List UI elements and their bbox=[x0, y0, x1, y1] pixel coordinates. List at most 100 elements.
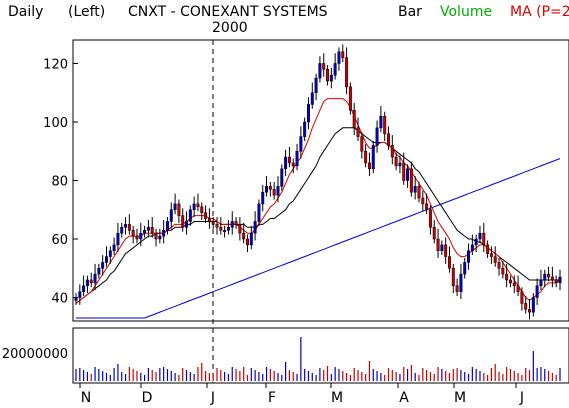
candle-body bbox=[146, 227, 150, 231]
y-tick-label: 40 bbox=[51, 292, 68, 307]
candle-body bbox=[543, 273, 547, 281]
candle-body bbox=[421, 197, 425, 205]
candle-body bbox=[409, 168, 413, 193]
year-marker: 2000 bbox=[212, 20, 248, 36]
x-tick-label: J bbox=[519, 390, 524, 406]
candle-body bbox=[154, 232, 158, 240]
candle-body bbox=[234, 221, 238, 225]
candle-body bbox=[463, 262, 467, 275]
volume-axis: 20000000 bbox=[2, 347, 68, 362]
candle-body bbox=[558, 276, 562, 284]
candle-body bbox=[512, 282, 516, 287]
candle-body bbox=[474, 238, 478, 246]
candle-body bbox=[272, 189, 276, 196]
candle-body bbox=[387, 133, 390, 146]
y-tick-label: 60 bbox=[51, 233, 68, 248]
y-tick-label: 120 bbox=[43, 57, 68, 72]
candle-body bbox=[165, 221, 169, 231]
candle-body bbox=[333, 63, 337, 76]
candle-body bbox=[554, 279, 558, 284]
volume-layer bbox=[75, 337, 561, 381]
candle-body bbox=[291, 162, 295, 167]
candle-body bbox=[211, 221, 215, 225]
x-tick-label: J bbox=[210, 390, 215, 406]
candle-body bbox=[135, 235, 139, 240]
x-tick-label: F bbox=[268, 390, 276, 406]
candle-body bbox=[116, 232, 120, 246]
candle-body bbox=[93, 273, 97, 284]
candle-body bbox=[375, 127, 379, 146]
volume-panel bbox=[72, 327, 569, 384]
candle-body bbox=[219, 227, 223, 231]
scale-label: (Left) bbox=[68, 4, 105, 20]
legend-volume: Volume bbox=[440, 4, 492, 20]
candle-body bbox=[364, 150, 368, 164]
legend-bar: Bar bbox=[398, 4, 422, 20]
x-tick-label: D bbox=[142, 390, 153, 406]
candle-body bbox=[341, 51, 345, 58]
candle-body bbox=[253, 221, 257, 234]
candle-body bbox=[127, 224, 131, 231]
candle-body bbox=[459, 273, 463, 292]
candle-body bbox=[124, 224, 128, 228]
candle-body bbox=[497, 262, 501, 269]
ma-long-line bbox=[76, 158, 561, 319]
candle-body bbox=[493, 256, 497, 263]
candle-body bbox=[417, 186, 421, 199]
candle-body bbox=[143, 229, 147, 234]
x-tick-label: M bbox=[331, 390, 343, 406]
candle-body bbox=[520, 291, 524, 304]
legend-ma: MA (P=2 bbox=[510, 4, 569, 20]
candle-body bbox=[508, 279, 512, 284]
candle-body bbox=[550, 276, 554, 281]
candle-body bbox=[188, 209, 192, 222]
candle-body bbox=[200, 206, 204, 213]
candle-body bbox=[539, 279, 543, 287]
candle-body bbox=[158, 235, 162, 240]
candle-body bbox=[322, 63, 326, 70]
candle-body bbox=[528, 308, 532, 313]
candle-body bbox=[314, 77, 318, 93]
candle-body bbox=[265, 186, 269, 193]
candle-body bbox=[402, 162, 406, 181]
candle-body bbox=[451, 268, 455, 287]
candle-body bbox=[261, 191, 265, 205]
candle-body bbox=[303, 121, 307, 137]
candle-body bbox=[223, 229, 227, 232]
candle-body bbox=[489, 253, 493, 257]
candle-body bbox=[379, 115, 383, 129]
candle-body bbox=[89, 279, 93, 284]
candle-body bbox=[531, 297, 535, 313]
candle-body bbox=[131, 229, 135, 237]
candle-body bbox=[139, 232, 143, 240]
candle-body bbox=[204, 212, 208, 219]
candle-body bbox=[280, 168, 284, 187]
candle-body bbox=[112, 244, 116, 251]
candle-body bbox=[406, 168, 410, 181]
candle-body bbox=[246, 238, 249, 246]
candle-body bbox=[356, 127, 360, 137]
candle-body bbox=[390, 145, 394, 158]
candle-body bbox=[326, 69, 330, 82]
candle-body bbox=[276, 186, 280, 196]
candle-body bbox=[74, 297, 78, 301]
candle-body bbox=[85, 279, 89, 287]
candle-body bbox=[455, 285, 459, 292]
candle-body bbox=[383, 115, 387, 134]
candle-body bbox=[192, 203, 196, 211]
candles-layer bbox=[74, 44, 562, 320]
candle-body bbox=[470, 244, 474, 251]
candle-body bbox=[360, 136, 364, 152]
candle-body bbox=[440, 244, 444, 251]
candle-body bbox=[398, 162, 402, 167]
candle-body bbox=[505, 273, 509, 281]
x-tick-label: N bbox=[81, 390, 91, 406]
candle-body bbox=[108, 250, 112, 257]
candle-body bbox=[162, 229, 166, 237]
candle-body bbox=[482, 232, 486, 246]
period-label: Daily bbox=[8, 4, 43, 20]
candle-body bbox=[104, 256, 108, 263]
candle-body bbox=[329, 74, 333, 82]
x-tick-label: M bbox=[454, 390, 466, 406]
